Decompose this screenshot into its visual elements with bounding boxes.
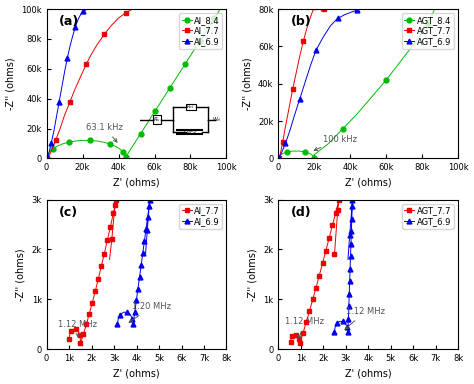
- Text: 1.20 MHz: 1.20 MHz: [129, 302, 171, 323]
- Legend: Al_7.7, Al_6.9: Al_7.7, Al_6.9: [179, 204, 222, 228]
- Text: 1.12 MHz: 1.12 MHz: [285, 317, 324, 338]
- X-axis label: Z' (ohms): Z' (ohms): [345, 368, 392, 379]
- Legend: Al_8.4, Al_7.7, Al_6.9: Al_8.4, Al_7.7, Al_6.9: [179, 13, 222, 48]
- Text: 100 kHz: 100 kHz: [314, 135, 357, 151]
- Text: (c): (c): [59, 206, 78, 218]
- Legend: AGT_7.7, AGT_6.9: AGT_7.7, AGT_6.9: [402, 204, 454, 228]
- X-axis label: Z' (ohms): Z' (ohms): [113, 178, 160, 188]
- Text: (d): (d): [291, 206, 311, 218]
- Y-axis label: -Z'' (ohms): -Z'' (ohms): [247, 248, 257, 301]
- X-axis label: Z' (ohms): Z' (ohms): [113, 368, 160, 379]
- Text: 1.12 MHz: 1.12 MHz: [345, 307, 385, 329]
- Text: (a): (a): [59, 15, 80, 28]
- Text: (b): (b): [291, 15, 311, 28]
- Y-axis label: -Z'' (ohms): -Z'' (ohms): [6, 58, 16, 110]
- Y-axis label: -Z'' (ohms): -Z'' (ohms): [242, 58, 252, 110]
- Text: 1.12 MHz: 1.12 MHz: [58, 319, 97, 337]
- Y-axis label: -Z'' (ohms): -Z'' (ohms): [16, 248, 26, 301]
- Legend: AGT_8.4, AGT_7.7, AGT_6.9: AGT_8.4, AGT_7.7, AGT_6.9: [402, 13, 454, 48]
- X-axis label: Z' (ohms): Z' (ohms): [345, 178, 392, 188]
- Text: 63.1 kHz: 63.1 kHz: [86, 123, 123, 142]
